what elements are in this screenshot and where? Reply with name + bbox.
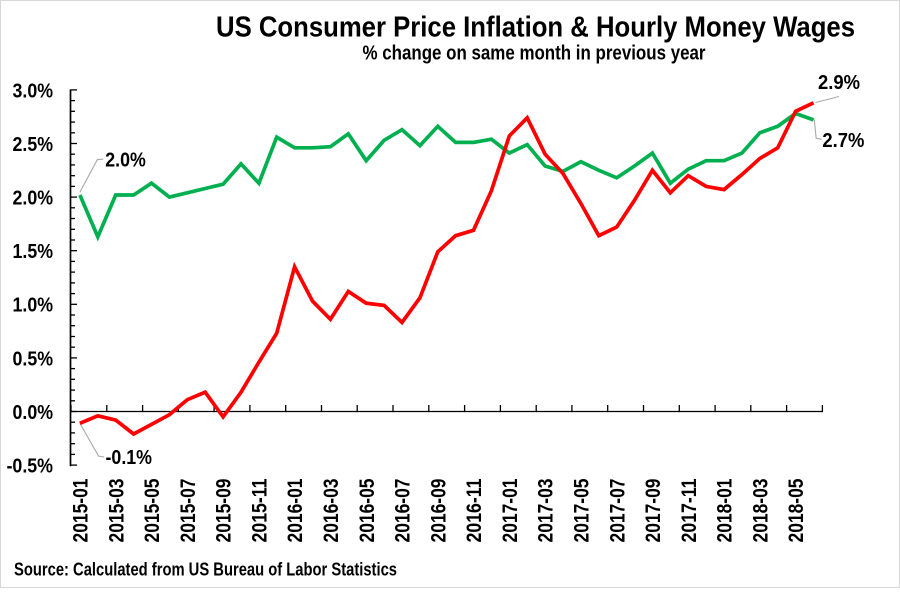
svg-text:2015-07: 2015-07 [177,479,200,543]
svg-text:2016-01: 2016-01 [284,478,307,542]
svg-text:-0.5%: -0.5% [7,455,54,478]
svg-text:0.0%: 0.0% [13,401,54,424]
svg-text:2017-03: 2017-03 [535,479,558,543]
svg-text:2018-03: 2018-03 [749,479,772,543]
svg-text:2015-11: 2015-11 [249,478,272,542]
svg-text:1.0%: 1.0% [13,294,54,317]
svg-text:2.7%: 2.7% [822,129,864,152]
svg-text:2018-05: 2018-05 [785,478,808,542]
svg-text:2017-07: 2017-07 [606,479,629,543]
svg-text:2018-01: 2018-01 [714,478,737,542]
svg-text:2016-09: 2016-09 [427,479,450,543]
svg-text:Source: Calculated from US Bur: Source: Calculated from US Bureau of Lab… [14,560,397,580]
svg-text:2016-07: 2016-07 [392,479,415,543]
svg-text:2015-01: 2015-01 [70,478,93,542]
svg-text:-0.1%: -0.1% [106,446,153,469]
svg-text:2.0%: 2.0% [13,187,54,210]
svg-text:2.0%: 2.0% [105,148,146,171]
svg-text:2017-11: 2017-11 [678,478,701,542]
svg-text:US Consumer Price Inflation &: US Consumer Price Inflation & Hourly Mon… [216,12,855,44]
svg-text:2016-11: 2016-11 [463,478,486,542]
svg-text:2016-03: 2016-03 [320,479,343,543]
svg-text:2.5%: 2.5% [13,133,54,156]
svg-text:0.5%: 0.5% [13,347,54,370]
svg-text:% change on same month in prev: % change on same month in previous year [363,43,706,65]
svg-text:2017-09: 2017-09 [642,479,665,543]
svg-text:2017-05: 2017-05 [571,478,594,542]
svg-text:2015-09: 2015-09 [213,479,236,543]
svg-text:3.0%: 3.0% [13,79,54,102]
svg-text:2016-05: 2016-05 [356,478,379,542]
svg-text:2.9%: 2.9% [818,71,860,94]
svg-text:2015-03: 2015-03 [105,479,128,543]
svg-text:1.5%: 1.5% [13,240,54,263]
svg-text:2015-05: 2015-05 [141,478,164,542]
svg-text:2017-01: 2017-01 [499,478,522,542]
